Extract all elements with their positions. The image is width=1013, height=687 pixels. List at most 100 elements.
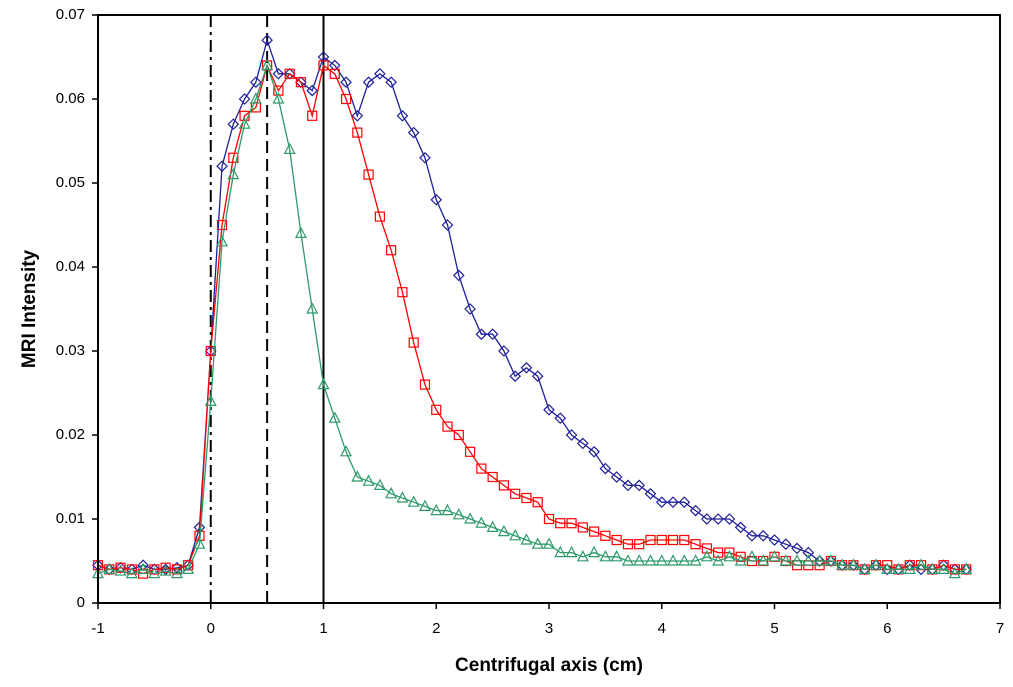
data-point bbox=[487, 471, 498, 483]
data-point bbox=[351, 109, 364, 122]
data-point bbox=[599, 550, 612, 562]
data-point bbox=[610, 550, 623, 562]
data-point bbox=[813, 555, 826, 567]
data-point bbox=[307, 110, 318, 121]
data-point bbox=[239, 110, 250, 121]
data-point bbox=[171, 561, 183, 574]
data-point bbox=[689, 554, 702, 566]
data-point bbox=[903, 562, 916, 575]
data-point bbox=[644, 487, 657, 500]
data-point bbox=[521, 492, 532, 504]
data-point bbox=[554, 412, 567, 425]
data-point bbox=[430, 503, 443, 516]
data-point bbox=[926, 562, 939, 575]
data-point bbox=[779, 554, 792, 566]
data-point bbox=[464, 446, 476, 457]
x-tick-label: 5 bbox=[770, 620, 778, 637]
data-point bbox=[476, 463, 487, 474]
data-point bbox=[746, 529, 758, 542]
data-point bbox=[937, 562, 950, 575]
x-tick-label: 1 bbox=[319, 620, 327, 637]
y-tick-label: 0.04 bbox=[56, 258, 85, 275]
data-point bbox=[588, 545, 601, 558]
data-point bbox=[216, 219, 228, 231]
data-point bbox=[340, 93, 352, 105]
data-point bbox=[813, 554, 826, 566]
data-point bbox=[701, 513, 713, 525]
plot-frame bbox=[97, 14, 1001, 604]
data-point bbox=[452, 269, 465, 282]
data-point bbox=[791, 542, 803, 555]
data-point bbox=[734, 554, 747, 566]
data-point bbox=[633, 554, 646, 566]
data-point bbox=[374, 211, 385, 222]
data-point bbox=[475, 516, 488, 528]
data-point bbox=[103, 562, 116, 575]
data-point bbox=[667, 554, 680, 566]
data-point bbox=[137, 559, 149, 572]
data-point bbox=[362, 76, 375, 89]
data-point bbox=[273, 85, 284, 96]
x-tick-label: 6 bbox=[883, 620, 891, 637]
y-axis-label: MRI Intensity bbox=[19, 249, 40, 368]
y-tick-label: 0.02 bbox=[56, 426, 85, 443]
data-point bbox=[768, 550, 781, 562]
x-tick-label: 2 bbox=[432, 620, 440, 637]
data-point bbox=[452, 508, 465, 520]
data-point bbox=[498, 345, 510, 357]
data-point bbox=[768, 534, 781, 546]
data-point bbox=[779, 538, 792, 551]
data-point bbox=[363, 169, 374, 180]
data-point bbox=[588, 445, 600, 458]
data-point bbox=[306, 302, 319, 314]
data-point bbox=[531, 537, 544, 549]
data-point bbox=[261, 34, 273, 47]
data-point bbox=[362, 474, 375, 486]
data-point bbox=[182, 562, 195, 575]
data-point bbox=[634, 539, 645, 550]
data-point bbox=[407, 495, 420, 507]
y-tick-label: 0.06 bbox=[56, 90, 85, 107]
data-point bbox=[340, 445, 353, 457]
data-point bbox=[757, 554, 770, 566]
data-point bbox=[441, 503, 454, 516]
data-point bbox=[667, 534, 679, 546]
data-point bbox=[284, 68, 295, 79]
data-point bbox=[453, 429, 464, 441]
data-point bbox=[249, 92, 262, 104]
data-point bbox=[441, 219, 454, 231]
data-point bbox=[700, 550, 713, 562]
data-point bbox=[633, 479, 646, 492]
data-point bbox=[486, 328, 499, 341]
data-point bbox=[328, 59, 341, 72]
data-point bbox=[486, 520, 499, 533]
data-point bbox=[577, 522, 588, 533]
data-point bbox=[509, 529, 522, 541]
data-point bbox=[442, 421, 453, 432]
data-point bbox=[475, 328, 488, 341]
data-point bbox=[498, 480, 509, 491]
data-point bbox=[374, 67, 386, 80]
data-point bbox=[802, 546, 815, 559]
data-point bbox=[464, 512, 477, 524]
data-point bbox=[283, 142, 296, 154]
data-point bbox=[340, 76, 352, 89]
data-point bbox=[328, 411, 341, 423]
data-point bbox=[385, 76, 397, 89]
data-point bbox=[656, 534, 667, 546]
data-point bbox=[114, 564, 127, 576]
x-axis-label: Centrifugal axis (cm) bbox=[455, 655, 643, 676]
data-point bbox=[510, 488, 521, 499]
data-point bbox=[622, 539, 634, 550]
data-point bbox=[317, 377, 330, 390]
data-point bbox=[238, 93, 251, 105]
data-point bbox=[543, 537, 555, 549]
data-point bbox=[531, 370, 544, 383]
data-point bbox=[576, 437, 589, 450]
data-point bbox=[272, 92, 285, 104]
data-point bbox=[713, 547, 724, 558]
data-point bbox=[757, 529, 770, 542]
data-point bbox=[543, 513, 555, 525]
